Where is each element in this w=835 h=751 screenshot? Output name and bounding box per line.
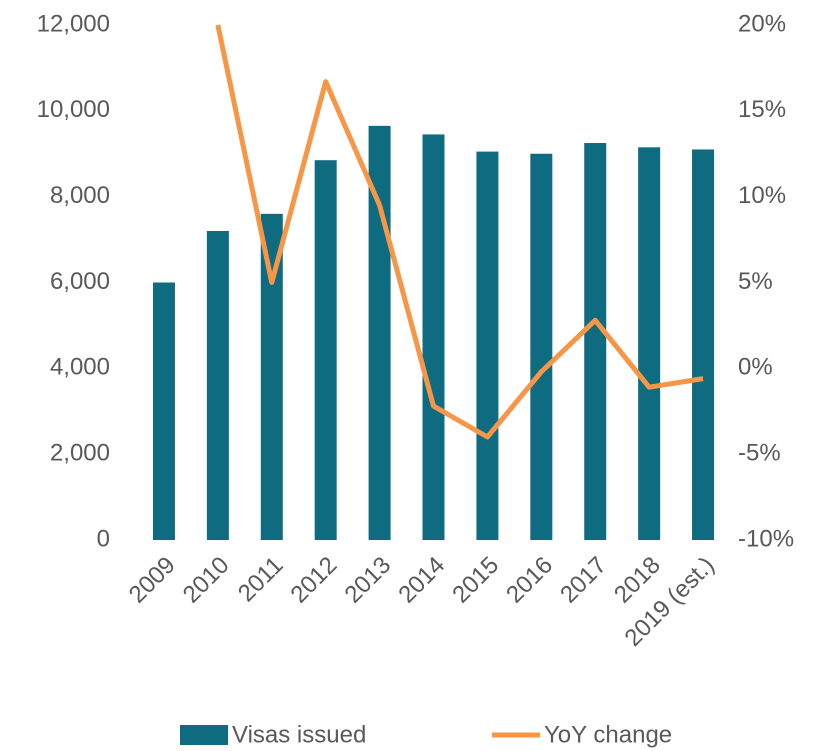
y-tick-label: 0 xyxy=(97,525,110,552)
bar xyxy=(692,149,715,541)
x-tick-label: 2013 xyxy=(339,552,396,609)
y-tick-label: 4,000 xyxy=(50,354,110,381)
x-tick-label: 2012 xyxy=(286,552,343,609)
y2-tick-label: 20% xyxy=(738,10,786,37)
y2-tick-label: -5% xyxy=(738,440,781,467)
y-tick-label: 6,000 xyxy=(50,268,110,295)
x-tick-label: 2011 xyxy=(233,552,289,608)
legend-label: YoY change xyxy=(544,721,672,748)
y2-tick-label: 0% xyxy=(738,354,773,381)
y2-tick-label: -10% xyxy=(738,525,794,552)
y-tick-label: 2,000 xyxy=(50,440,110,467)
bar xyxy=(314,160,337,540)
legend-label: Visas issued xyxy=(232,721,366,748)
bar xyxy=(152,282,175,540)
y-tick-label: 8,000 xyxy=(50,182,110,209)
bar xyxy=(638,147,661,540)
x-tick-label: 2014 xyxy=(393,552,450,609)
y2-tick-label: 15% xyxy=(738,96,786,123)
bar xyxy=(260,213,283,541)
bar xyxy=(206,231,229,540)
x-tick-label: 2016 xyxy=(501,552,558,609)
y2-tick-label: 10% xyxy=(738,182,786,209)
y2-tick-label: 5% xyxy=(738,268,773,295)
x-tick-label: 2015 xyxy=(447,552,504,609)
line xyxy=(215,24,704,440)
bar xyxy=(530,153,553,540)
x-tick-label: 2017 xyxy=(555,552,612,609)
x-tick-label: 2010 xyxy=(178,552,235,609)
x-tick-label: 2009 xyxy=(124,552,181,609)
bar xyxy=(476,151,499,540)
legend-swatch xyxy=(180,725,228,745)
bar xyxy=(584,143,607,541)
y-tick-label: 10,000 xyxy=(37,96,110,123)
bar xyxy=(422,134,445,540)
y-tick-label: 12,000 xyxy=(37,10,110,37)
